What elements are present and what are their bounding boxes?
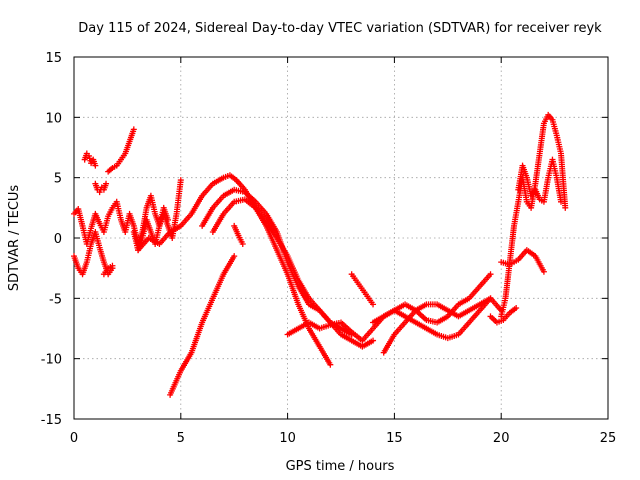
x-tick-label: 15 [386, 431, 403, 446]
series-arc-f [348, 271, 377, 308]
series-arc-d-from-bottom [167, 253, 238, 398]
data-point [562, 204, 569, 211]
y-tick-label: 0 [54, 232, 62, 247]
data-point [239, 241, 246, 248]
data-point [540, 268, 547, 275]
series-arc-i [498, 111, 569, 320]
x-tick-label: 25 [600, 431, 617, 446]
data-point [327, 361, 334, 368]
data-point [231, 253, 238, 260]
x-tick-label: 0 [70, 431, 78, 446]
axis-ticks [73, 56, 609, 420]
series-arc-rise-to-9 [105, 126, 137, 175]
y-axis-label: SDTVAR / TECUs [7, 185, 22, 292]
y-tick-label: -5 [49, 292, 62, 307]
series-arc-l [487, 304, 520, 326]
y-tick-label: 5 [54, 172, 62, 187]
data-point [513, 304, 520, 311]
y-tick-label: 10 [45, 111, 62, 126]
y-tick-labels: -15 -10 -5 0 5 10 15 [41, 51, 62, 428]
series-arc-b [199, 186, 355, 338]
chart-title: Day 115 of 2024, Sidereal Day-to-day VTE… [78, 21, 602, 36]
data-point [558, 198, 565, 205]
series-arc-early-high [81, 150, 99, 169]
data-point [487, 271, 494, 278]
y-tick-label: 15 [45, 51, 62, 66]
series-arc-k [515, 156, 565, 205]
series-arc-h [370, 271, 494, 326]
x-axis-label: GPS time / hours [286, 459, 395, 474]
series-arc-d-drop [231, 222, 246, 248]
series-arc-g [380, 295, 505, 356]
data-point [103, 180, 110, 187]
data-point [370, 337, 377, 344]
data-marks [71, 111, 569, 398]
x-tick-label: 20 [493, 431, 510, 446]
series-arc-early-mid [92, 180, 110, 196]
data-point [370, 301, 377, 308]
x-tick-label: 5 [177, 431, 185, 446]
series-arc-low-early [100, 262, 116, 278]
grid-lines [74, 57, 608, 419]
series-arc-c [209, 196, 377, 350]
x-tick-label: 10 [279, 431, 296, 446]
x-tick-labels: 0 5 10 15 20 25 [70, 431, 616, 446]
series-arc-a [135, 172, 334, 368]
y-tick-label: -15 [41, 413, 62, 428]
data-point [109, 262, 116, 269]
data-point [177, 177, 184, 184]
data-point [92, 162, 99, 169]
data-point [130, 126, 137, 133]
y-tick-label: -10 [41, 353, 62, 368]
series-arc-j [498, 247, 547, 275]
